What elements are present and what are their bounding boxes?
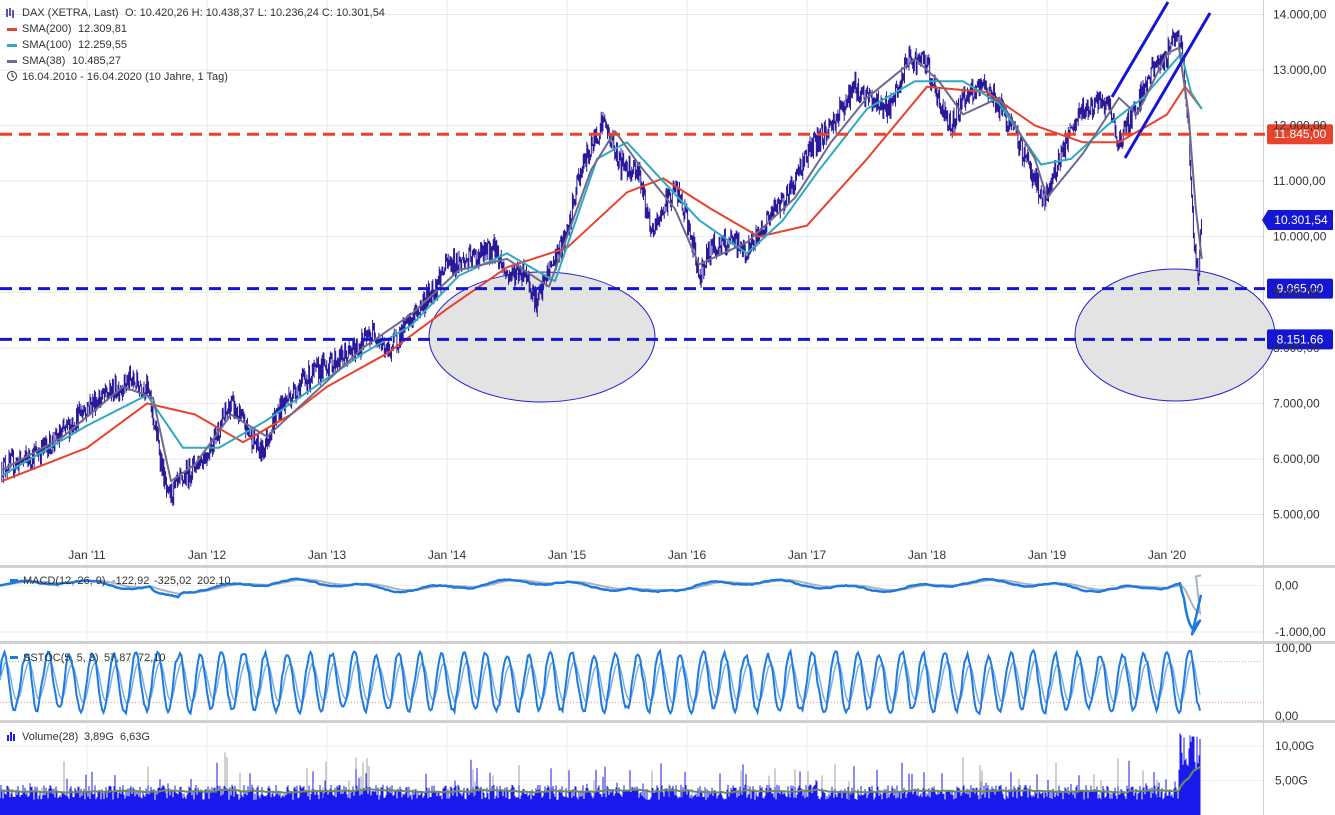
instrument-title: DAX (XETRA, Last) [22, 7, 119, 19]
trend-channel [1110, 1, 1212, 159]
trend-line-upper [1110, 1, 1170, 98]
y-tick-label: 9.000,00 [1273, 285, 1320, 299]
y-tick-label: 13.000,00 [1273, 63, 1327, 77]
y-tick-label: 10.000,00 [1273, 230, 1327, 244]
x-tick-label: Jan '13 [308, 548, 347, 562]
moving-averages [1, 46, 1203, 483]
y-tick-label: 8.000,00 [1273, 341, 1320, 355]
volume-y-tick: 5,00G [1275, 774, 1308, 788]
sma100-swatch [7, 44, 17, 47]
x-tick-label: Jan '20 [1148, 548, 1187, 562]
clock-icon [7, 71, 17, 81]
y-tick-label: 6.000,00 [1273, 452, 1320, 466]
ohlc-values: O: 10.420,26 H: 10.438,37 L: 10.236,24 C… [125, 7, 385, 19]
level-tag-label: 8.151,66 [1277, 332, 1324, 346]
y-tick-label: 14.000,00 [1273, 8, 1327, 22]
sma200-legend: SMA(200) [22, 23, 72, 35]
sma100-legend: SMA(100) [22, 39, 72, 51]
sma200-line [1, 85, 1203, 483]
sstoc-d-line [0, 658, 1201, 706]
y-tick-label: 5.000,00 [1273, 508, 1320, 522]
sstoc-label: SSTOC(5, 5, 3) [23, 652, 99, 664]
sstoc-swatch [10, 656, 18, 659]
period-text: 16.04.2010 - 16.04.2020 (10 Jahre, 1 Tag… [22, 71, 228, 83]
macd-y-tick: -1.000,00 [1275, 625, 1326, 639]
macd-swatch [10, 579, 18, 582]
sma100-value: 12.259,55 [78, 39, 127, 51]
horizontal-levels: 11.845,00 9.065,00 8.151,66 10.301,54 [0, 124, 1333, 350]
panel-separators [0, 565, 1335, 723]
volume-label: Volume(28) [22, 731, 78, 743]
sstoc-legend: SSTOC(5, 5, 3) 57,87 72,10 [10, 652, 166, 664]
macd-y-tick: 0,00 [1275, 579, 1299, 593]
sma100-line [1, 52, 1203, 477]
volume-bars [0, 733, 1201, 815]
price-icon [6, 8, 14, 18]
sstoc-panel [0, 648, 1263, 716]
last-price-label: 10.301,54 [1274, 213, 1328, 227]
level-tag-label: 9.065,00 [1277, 282, 1324, 296]
macd-label: MACD(12, 26, 9) [23, 575, 106, 587]
sma38-value: 10.485,27 [72, 55, 121, 67]
sma200-swatch [7, 28, 17, 31]
panel-separator [0, 720, 1335, 723]
price-ohlc-bars [1, 28, 1202, 507]
volume-legend: Volume(28) 3,89G 6,63G [7, 731, 150, 743]
sstoc-y-tick: 0,00 [1275, 709, 1299, 723]
sma200-value: 12.309,81 [78, 23, 127, 35]
panel-separator [0, 641, 1335, 644]
y-tick-label: 7.000,00 [1273, 396, 1320, 410]
x-tick-label: Jan '15 [548, 548, 587, 562]
trend-line-lower [1123, 12, 1212, 159]
volume-y-tick: 10,00G [1275, 739, 1314, 753]
axes: Jan '11 Jan '12 Jan '13 Jan '14 Jan '15 Jan '… [68, 8, 1326, 788]
y-tick-label: 12.000,00 [1273, 119, 1327, 133]
x-tick-label: Jan '12 [188, 548, 227, 562]
last-price-tag [1262, 210, 1333, 231]
macd-value: -122,92 [112, 575, 149, 587]
x-tick-label: Jan '11 [68, 548, 106, 562]
sstoc-k-line [0, 648, 1201, 716]
macd-legend: MACD(12, 26, 9) -122,92 -325,02 202,10 [10, 575, 231, 587]
y-tick-label: 11.000,00 [1273, 174, 1326, 188]
sma38-legend: SMA(38) [22, 55, 65, 67]
macd-hist-value: 202,10 [197, 575, 231, 587]
sstoc-k-value: 57,87 [104, 652, 132, 664]
level-tag [1267, 124, 1333, 145]
sma38-line [1, 46, 1203, 483]
highlight-ellipses [428, 268, 1276, 403]
sstoc-y-tick: 100,00 [1275, 641, 1312, 655]
macd-panel [0, 574, 1203, 636]
volume-panel [0, 733, 1201, 815]
level-tag-label: 11.845,00 [1274, 127, 1327, 141]
macd-line [0, 577, 1203, 636]
sma38-swatch [7, 60, 17, 63]
price-bars-path [1, 28, 1202, 507]
x-tick-label: Jan '19 [1028, 548, 1067, 562]
volume-value: 3,89G [84, 731, 114, 743]
panel-separator [0, 565, 1335, 568]
volume-icon [7, 732, 15, 741]
volume-avg-value: 6,63G [120, 731, 150, 743]
level-tag [1267, 329, 1333, 350]
x-tick-label: Jan '16 [668, 548, 707, 562]
x-tick-label: Jan '14 [428, 548, 467, 562]
x-tick-label: Jan '18 [908, 548, 947, 562]
volume-average-line [0, 765, 1201, 795]
highlight-ellipse-2014 [428, 271, 656, 403]
macd-signal-value: -325,02 [154, 575, 191, 587]
chart-header: DAX (XETRA, Last) O: 10.420,26 H: 10.438… [6, 7, 385, 83]
x-tick-label: Jan '17 [788, 548, 827, 562]
sstoc-d-value: 72,10 [138, 652, 166, 664]
level-tag [1267, 278, 1333, 299]
